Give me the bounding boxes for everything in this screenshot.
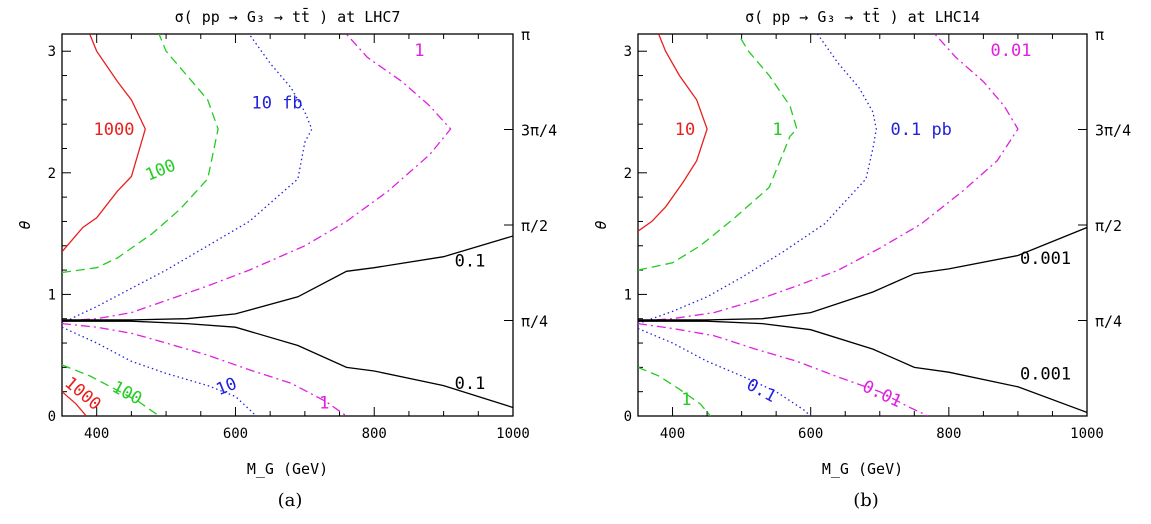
y-axis-label: θ — [16, 220, 34, 229]
contour-line — [638, 34, 708, 232]
contour-line — [62, 391, 87, 416]
chart-title: σ( pp → G₃ → tt̄ ) at LHC14 — [745, 7, 980, 26]
x-tick-label: 600 — [223, 426, 248, 442]
contour-group — [62, 34, 513, 416]
x-tick-label: 400 — [660, 426, 685, 442]
x-tick-label: 1000 — [496, 426, 530, 442]
contour-line — [62, 364, 160, 416]
contour-label: 1 — [772, 120, 782, 140]
contour-label: 1000 — [94, 120, 135, 140]
y-tick-label: 0 — [624, 409, 632, 425]
contour-line — [638, 34, 798, 271]
contour-label: 0.01 — [859, 377, 905, 412]
right-tick-label: 3π/4 — [1095, 122, 1131, 140]
y-tick-label: 1 — [624, 287, 632, 303]
contour-label: 1000 — [60, 373, 104, 415]
y-axis-label: θ — [592, 220, 610, 229]
contour-label: 1 — [319, 394, 329, 414]
contour-label: 0.1 — [455, 251, 486, 271]
contour-line — [62, 34, 452, 322]
contour-line — [638, 322, 929, 416]
contour-group — [638, 34, 1087, 416]
chart-panel-a: σ( pp → G₃ → tt̄ ) at LHC7 M_G (GeV) θ 400 6… — [16, 7, 557, 478]
contour-label: 10 fb — [251, 93, 302, 113]
y-tick-label: 1 — [48, 287, 56, 303]
contour-line — [62, 34, 146, 253]
contour-label: 10 — [675, 120, 695, 140]
contour-line — [638, 226, 1087, 321]
x-axis-label: M_G (GeV) — [822, 460, 903, 478]
contour-label: 0.001 — [1020, 365, 1071, 385]
contour-label: 0.1 pb — [891, 120, 952, 140]
plot-frame — [637, 33, 1088, 417]
right-tick-label: π/2 — [1095, 217, 1122, 235]
contour-label: 0.001 — [1020, 249, 1071, 269]
x-tick-label: 800 — [362, 426, 387, 442]
contour-line — [62, 34, 219, 274]
y-tick-label: 0 — [48, 409, 56, 425]
contour-label: 0.1 — [455, 374, 486, 394]
plot-frame — [61, 33, 514, 417]
y-tick-label: 3 — [624, 44, 632, 60]
x-tick-label: 1000 — [1070, 426, 1104, 442]
right-tick-label: 3π/4 — [521, 122, 557, 140]
x-tick-label: 800 — [936, 426, 961, 442]
y-tick-label: 2 — [48, 166, 56, 182]
contour-line — [62, 320, 513, 409]
contour-label: 10 — [213, 374, 239, 400]
x-axis-label: M_G (GeV) — [247, 460, 328, 478]
contour-label: 100 — [109, 377, 146, 409]
right-tick-label: π — [1095, 26, 1104, 44]
contour-line — [638, 320, 1087, 414]
right-tick-label: π — [521, 26, 530, 44]
x-tick-label: 600 — [798, 426, 823, 442]
right-tick-label: π/4 — [1095, 312, 1122, 330]
contour-line — [638, 34, 1019, 322]
right-tick-label: π/2 — [521, 217, 548, 235]
contour-line — [638, 366, 711, 416]
contour-label: 1 — [414, 41, 424, 61]
contour-line — [62, 235, 513, 321]
contour-label: 100 — [143, 156, 179, 186]
x-tick-label: 400 — [84, 426, 109, 442]
contour-label: 1 — [681, 390, 691, 410]
contour-line — [638, 34, 877, 325]
contour-line — [62, 322, 347, 416]
caption-a: (a) — [278, 490, 303, 511]
caption-b: (b) — [853, 490, 879, 511]
y-tick-label: 2 — [624, 166, 632, 182]
contour-line — [638, 327, 812, 416]
right-tick-label: π/4 — [521, 312, 548, 330]
chart-panel-b: σ( pp → G₃ → tt̄ ) at LHC14 M_G (GeV) θ 400… — [592, 7, 1131, 478]
chart-title: σ( pp → G₃ → tt̄ ) at LHC7 — [175, 7, 401, 26]
contour-line — [62, 34, 313, 325]
contour-label: 0.01 — [991, 41, 1032, 61]
y-tick-label: 3 — [48, 44, 56, 60]
